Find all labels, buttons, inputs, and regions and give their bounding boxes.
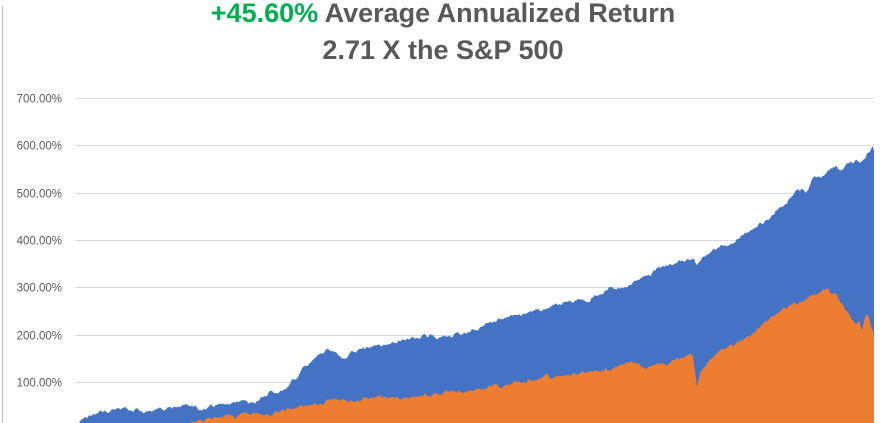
title-return-highlight: +45.60% (210, 0, 319, 28)
y-axis-tick-label: 300.00% (17, 283, 62, 295)
chart-title-line1: +45.60% Average Annualized Return (12, 0, 874, 32)
y-axis-tick-label: 700.00% (17, 94, 62, 106)
y-axis-tick-label: 600.00% (17, 141, 62, 153)
y-axis-tick-label: 500.00% (17, 189, 62, 201)
chart-title-line2: 2.71 X the S&P 500 (322, 35, 564, 65)
blue-area-series (78, 146, 874, 423)
y-axis-tick-label: 100.00% (17, 378, 62, 390)
title-line1-rest: Average Annualized Return (318, 0, 676, 28)
orange-area-series (190, 288, 874, 423)
y-axis-tick-label: 400.00% (17, 236, 62, 248)
y-axis-tick-label: 200.00% (17, 331, 62, 343)
chart-area-left-border (2, 6, 3, 423)
chart-title: +45.60% Average Annualized Return 2.71 X… (12, 0, 874, 69)
